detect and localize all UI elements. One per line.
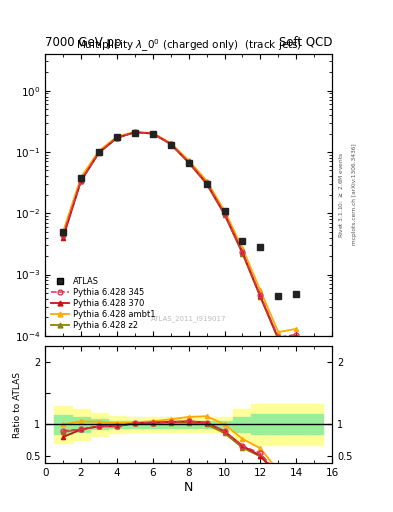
Title: Multiplicity $\lambda\_0^0$ (charged only)  (track jets): Multiplicity $\lambda\_0^0$ (charged onl… [75,37,302,54]
Text: mcplots.cern.ch [arXiv:1306.3436]: mcplots.cern.ch [arXiv:1306.3436] [352,144,357,245]
Text: Rivet 3.1.10; $\geq$ 2.6M events: Rivet 3.1.10; $\geq$ 2.6M events [337,152,345,238]
Text: Soft QCD: Soft QCD [279,36,332,49]
Text: ATLAS_2011_I919017: ATLAS_2011_I919017 [151,315,226,322]
Y-axis label: Ratio to ATLAS: Ratio to ATLAS [13,372,22,438]
Legend: ATLAS, Pythia 6.428 345, Pythia 6.428 370, Pythia 6.428 ambt1, Pythia 6.428 z2: ATLAS, Pythia 6.428 345, Pythia 6.428 37… [50,275,157,332]
Text: 7000 GeV pp: 7000 GeV pp [45,36,122,49]
X-axis label: N: N [184,481,193,494]
